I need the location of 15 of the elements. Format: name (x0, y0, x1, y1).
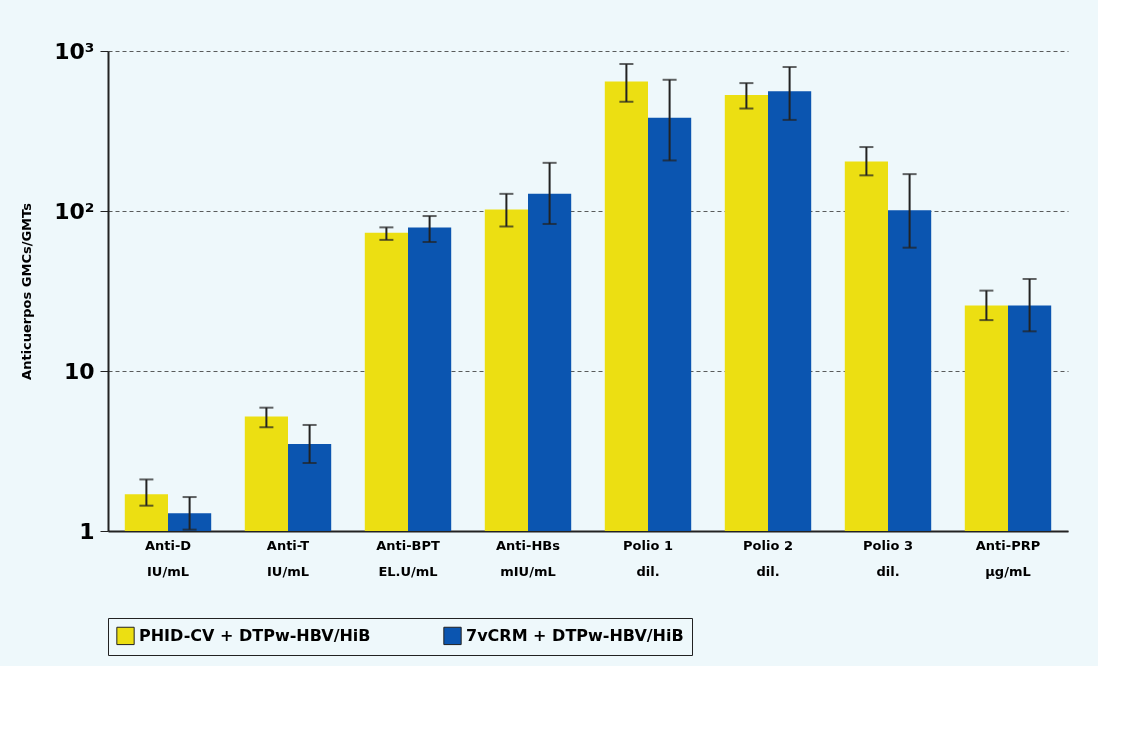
y-tick-label: 10 (63, 358, 95, 384)
legend-label: 7vCRM + DTPw-HBV/HiB (466, 625, 684, 645)
x-tick-label: Anti-BPT EL.U/mL (376, 537, 440, 579)
y-tick-label: 10³ (54, 38, 95, 64)
x-tick-label: Polio 1 dil. (623, 537, 673, 579)
y-tick-label: 1 (79, 518, 95, 544)
legend-label: PHID-CV + DTPw-HBV/HiB (139, 625, 371, 645)
x-tick-label: Anti-HBs mIU/mL (496, 537, 561, 579)
x-tick-label: Anti-PRP µg/mL (975, 537, 1041, 579)
x-tick-label: Polio 2 dil. (743, 537, 793, 579)
y-axis-title: Anticuerpos GMCs/GMTs (19, 202, 35, 380)
x-tick-label: Anti-T IU/mL (266, 537, 310, 579)
y-tick-label: 10² (54, 198, 95, 224)
x-tick-label: Anti-D IU/mL (144, 537, 192, 579)
x-tick-label: Polio 3 dil. (863, 537, 913, 579)
